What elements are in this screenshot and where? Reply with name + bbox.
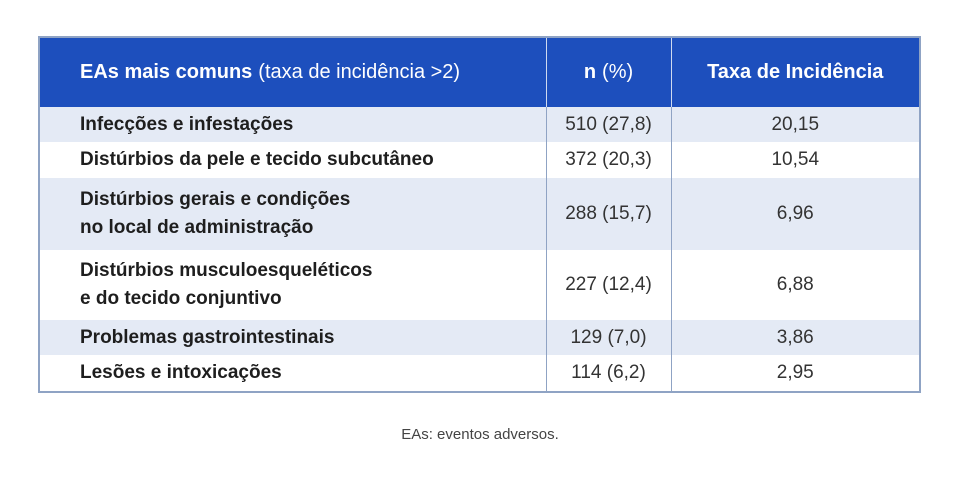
label-line: Distúrbios gerais e condições xyxy=(80,189,351,210)
table-row: Lesões e intoxicações 114 (6,2) 2,95 xyxy=(39,355,920,392)
n-cell: 510 (27,8) xyxy=(545,107,671,142)
header-row: EAs mais comuns (taxa de incidência >2) n… xyxy=(39,37,920,107)
n-cell: 129 (7,0) xyxy=(545,320,671,355)
header-cell: Taxa de Incidência xyxy=(670,37,920,107)
footnote: EAs: eventos adversos. xyxy=(401,426,559,443)
table-row: Distúrbios gerais e condições no local de… xyxy=(39,178,920,250)
rate-cell: 2,95 xyxy=(670,355,920,392)
rate-cell: 6,88 xyxy=(670,250,920,320)
n-cell: 227 (12,4) xyxy=(545,250,671,320)
table-row: Problemas gastrointestinais 129 (7,0) 3,86 xyxy=(39,320,920,355)
label-line: no local de administração xyxy=(80,217,314,238)
header-text: EAs mais comuns xyxy=(80,61,253,83)
rate-cell: 6,96 xyxy=(670,178,920,250)
label-cell: Lesões e intoxicações xyxy=(39,355,546,392)
rate-cell: 10,54 xyxy=(670,142,920,178)
label-cell: Infecções e infestações xyxy=(39,107,546,142)
header-cell: EAs mais comuns (taxa de incidência >2) xyxy=(39,37,546,107)
rate-cell: 20,15 xyxy=(670,107,920,142)
n-cell: 288 (15,7) xyxy=(545,178,671,250)
label-cell: Problemas gastrointestinais xyxy=(39,320,546,355)
label-line: Lesões e intoxicações xyxy=(80,362,282,383)
label-cell: Distúrbios da pele e tecido subcutâneo xyxy=(39,142,546,178)
label-line: Problemas gastrointestinais xyxy=(80,326,335,348)
n-cell: 372 (20,3) xyxy=(545,142,671,178)
header-text: (%) xyxy=(602,61,634,83)
header-text: Taxa de Incidência xyxy=(707,61,884,83)
table: EAs mais comuns (taxa de incidência >2) n… xyxy=(38,36,921,393)
table-row: Infecções e infestações 510 (27,8) 20,15 xyxy=(39,107,920,142)
n-cell: 114 (6,2) xyxy=(545,355,671,392)
header-text: n xyxy=(583,61,597,83)
label-line: Distúrbios musculoesqueléticos xyxy=(80,260,373,281)
table-row: Distúrbios musculoesqueléticos e do tecid… xyxy=(39,250,920,320)
label-cell: Distúrbios gerais e condições no local de… xyxy=(39,178,546,250)
label-line: e do tecido conjuntivo xyxy=(80,288,282,309)
table-row: Distúrbios da pele e tecido subcutâneo 37… xyxy=(39,142,920,178)
header-text: (taxa de incidência >2) xyxy=(258,61,461,83)
label-cell: Distúrbios musculoesqueléticos e do tecid… xyxy=(39,250,546,320)
rate-cell: 3,86 xyxy=(670,320,920,355)
table-body: Infecções e infestações 510 (27,8) 20,15 Di… xyxy=(39,107,920,392)
header-cell: n (%) xyxy=(545,37,671,107)
label-line: Infecções e infestações xyxy=(80,113,294,135)
label-line: Distúrbios da pele e tecido subcutâneo xyxy=(80,149,434,170)
